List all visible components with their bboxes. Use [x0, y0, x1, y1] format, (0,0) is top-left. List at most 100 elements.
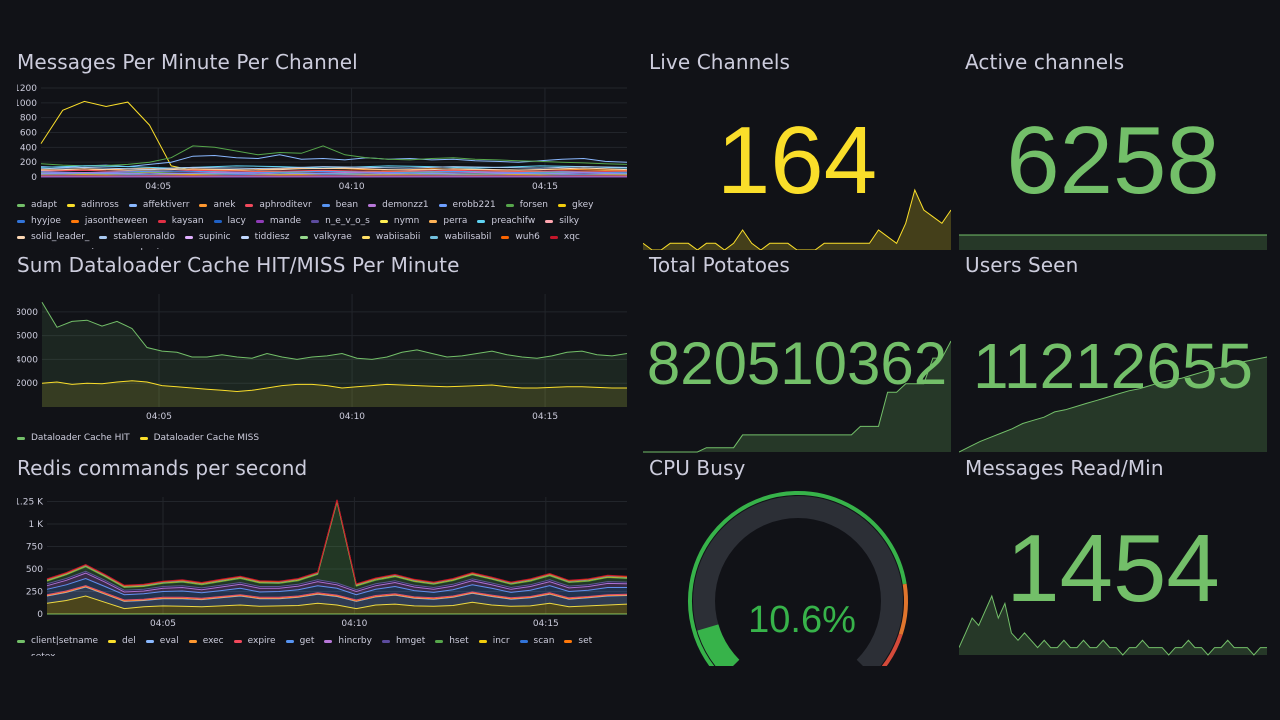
legend-label: wabiisabii	[375, 232, 421, 242]
legend-label: yourragegaming	[31, 248, 105, 250]
legend-item-hmget[interactable]: hmget	[381, 636, 425, 646]
legend-label: stableronaldo	[113, 232, 175, 242]
legend-swatch	[128, 203, 137, 207]
legend-label: mande	[269, 216, 302, 226]
users-seen-title[interactable]: Users Seen	[965, 253, 1079, 277]
legend-item-tiddiesz[interactable]: tiddiesz	[240, 232, 290, 242]
sparkline-area	[959, 235, 1267, 250]
legend-item-wabilisabil[interactable]: wabilisabil	[430, 232, 491, 242]
series-line-setex	[46, 499, 628, 586]
legend-item-kaysan[interactable]: kaysan	[157, 216, 204, 226]
legend-item-mande[interactable]: mande	[255, 216, 302, 226]
legend-swatch	[17, 639, 25, 643]
legend-item-dataloader-cache-miss[interactable]: Dataloader Cache MISS	[139, 433, 259, 443]
live-channels-title[interactable]: Live Channels	[649, 50, 791, 74]
legend-label: del	[122, 636, 136, 646]
cpu-busy-title[interactable]: CPU Busy	[649, 456, 746, 480]
legend-item-set[interactable]: set	[564, 636, 592, 646]
gauge-threshold-band	[688, 491, 907, 666]
legend-swatch	[379, 219, 388, 223]
legend-label: set	[578, 636, 593, 646]
legend-item-del[interactable]: del	[108, 636, 136, 646]
legend-item-get[interactable]: get	[285, 636, 314, 646]
legend-label: scan	[533, 636, 555, 646]
legend-label: valkyrae	[313, 232, 352, 242]
total-potatoes-value: 820510362	[646, 330, 948, 397]
messages-read-title[interactable]: Messages Read/Min	[965, 456, 1164, 480]
legend-swatch	[299, 235, 308, 239]
redis-chart[interactable]: 1.25 K 1 K 750 500 250 0 04:05 04:10 04:15	[17, 493, 632, 633]
legend-item-erobb221[interactable]: erobb221	[438, 200, 496, 210]
total-potatoes-title[interactable]: Total Potatoes	[649, 253, 790, 277]
legend-item-n-e-v-o-s[interactable]: n_e_v_o_s	[311, 216, 370, 226]
legend-item-wuh6[interactable]: wuh6	[501, 232, 540, 242]
legend-item-setex[interactable]: setex	[17, 652, 55, 656]
series-line-solid-leader	[40, 167, 628, 171]
legend-item-incr[interactable]: incr	[478, 636, 510, 646]
legend-label: eval	[159, 636, 179, 646]
legend-item-exec[interactable]: exec	[188, 636, 224, 646]
users-seen-value: 11212655	[973, 330, 1253, 402]
legend-item-aphroditevr[interactable]: aphroditevr	[245, 200, 312, 210]
legend-item-bean[interactable]: bean	[321, 200, 358, 210]
legend-label: jasontheween	[84, 216, 148, 226]
legend-item-valkyrae[interactable]: valkyrae	[299, 232, 352, 242]
legend-item-dataloader-cache-hit[interactable]: Dataloader Cache HIT	[17, 433, 130, 443]
live-channels-panel: Live Channels 164	[643, 50, 951, 250]
legend-label: perra	[443, 216, 468, 226]
legend-label: tiddiesz	[254, 232, 290, 242]
legend-item-silky[interactable]: silky	[545, 216, 579, 226]
series-line-hmget	[46, 570, 628, 591]
legend-label: client|setname	[31, 636, 99, 646]
dataloader-panel-title[interactable]: Sum Dataloader Cache HIT/MISS Per Minute	[17, 253, 460, 277]
redis-panel-title[interactable]: Redis commands per second	[17, 456, 308, 480]
y-tick-label: 400	[20, 143, 37, 153]
legend-label: forsen	[519, 200, 549, 210]
series-line-del	[46, 595, 628, 610]
legend-item-lacy[interactable]: lacy	[213, 216, 246, 226]
legend-item-adinross[interactable]: adinross	[67, 200, 119, 210]
legend-item-xqc[interactable]: xqc	[549, 232, 580, 242]
legend-item-nymn[interactable]: nymn	[379, 216, 419, 226]
y-tick-label: 1000	[17, 99, 37, 109]
legend-item-client-setname[interactable]: client|setname	[17, 636, 98, 646]
legend-item-hset[interactable]: hset	[435, 636, 469, 646]
series-line-erobb221	[40, 173, 628, 175]
messages-chart[interactable]: 1200 1000 800 600 400 200 0 04:05 04:10 04:15	[17, 84, 632, 224]
messages-read-value: 1454	[1006, 515, 1220, 622]
legend-item-hincrby[interactable]: hincrby	[324, 636, 372, 646]
dataloader-chart[interactable]: 8000 6000 4000 2000 04:05 04:10 04:15	[17, 290, 632, 430]
legend-item-forsen[interactable]: forsen	[505, 200, 549, 210]
legend-swatch	[255, 219, 264, 223]
messages-panel-title[interactable]: Messages Per Minute Per Channel	[17, 50, 358, 74]
legend-item-scan[interactable]: scan	[519, 636, 555, 646]
messages-read-sparkline	[959, 594, 1267, 656]
legend-label: solid_leader_	[31, 232, 90, 242]
legend-item-affektiverr[interactable]: affektiverr	[128, 200, 189, 210]
messages-read-panel: Messages Read/Min 1454	[959, 456, 1267, 666]
legend-item-yourragegaming[interactable]: yourragegaming	[17, 248, 105, 250]
legend-item-jasontheween[interactable]: jasontheween	[70, 216, 148, 226]
legend-swatch	[145, 639, 154, 643]
legend-item-demonzz1[interactable]: demonzz1	[368, 200, 429, 210]
gauge-value-arc	[697, 624, 740, 666]
active-channels-panel: Active channels 6258	[959, 50, 1267, 250]
legend-item-eval[interactable]: eval	[145, 636, 179, 646]
legend-item-perra[interactable]: perra	[429, 216, 467, 226]
legend-item-hyyjoe[interactable]: hyyjoe	[17, 216, 61, 226]
x-tick-label: 04:10	[341, 619, 367, 629]
legend-item-stableronaldo[interactable]: stableronaldo	[99, 232, 175, 242]
legend-item-supinic[interactable]: supinic	[184, 232, 231, 242]
active-channels-title[interactable]: Active channels	[965, 50, 1125, 74]
legend-item-preachifw[interactable]: preachifw	[477, 216, 535, 226]
legend-label: xqc	[563, 232, 580, 242]
legend-item-anek[interactable]: anek	[199, 200, 235, 210]
legend-item-gkey[interactable]: gkey	[558, 200, 593, 210]
legend-item-solid-leader[interactable]: solid_leader_	[17, 232, 89, 242]
legend-item-yuhcairo[interactable]: yuhcairo	[115, 248, 168, 250]
legend-label: anek	[213, 200, 236, 210]
legend-item-wabiisabii[interactable]: wabiisabii	[361, 232, 421, 242]
legend-swatch	[184, 235, 193, 239]
legend-item-adapt[interactable]: adapt	[17, 200, 57, 210]
legend-item-expire[interactable]: expire	[233, 636, 276, 646]
